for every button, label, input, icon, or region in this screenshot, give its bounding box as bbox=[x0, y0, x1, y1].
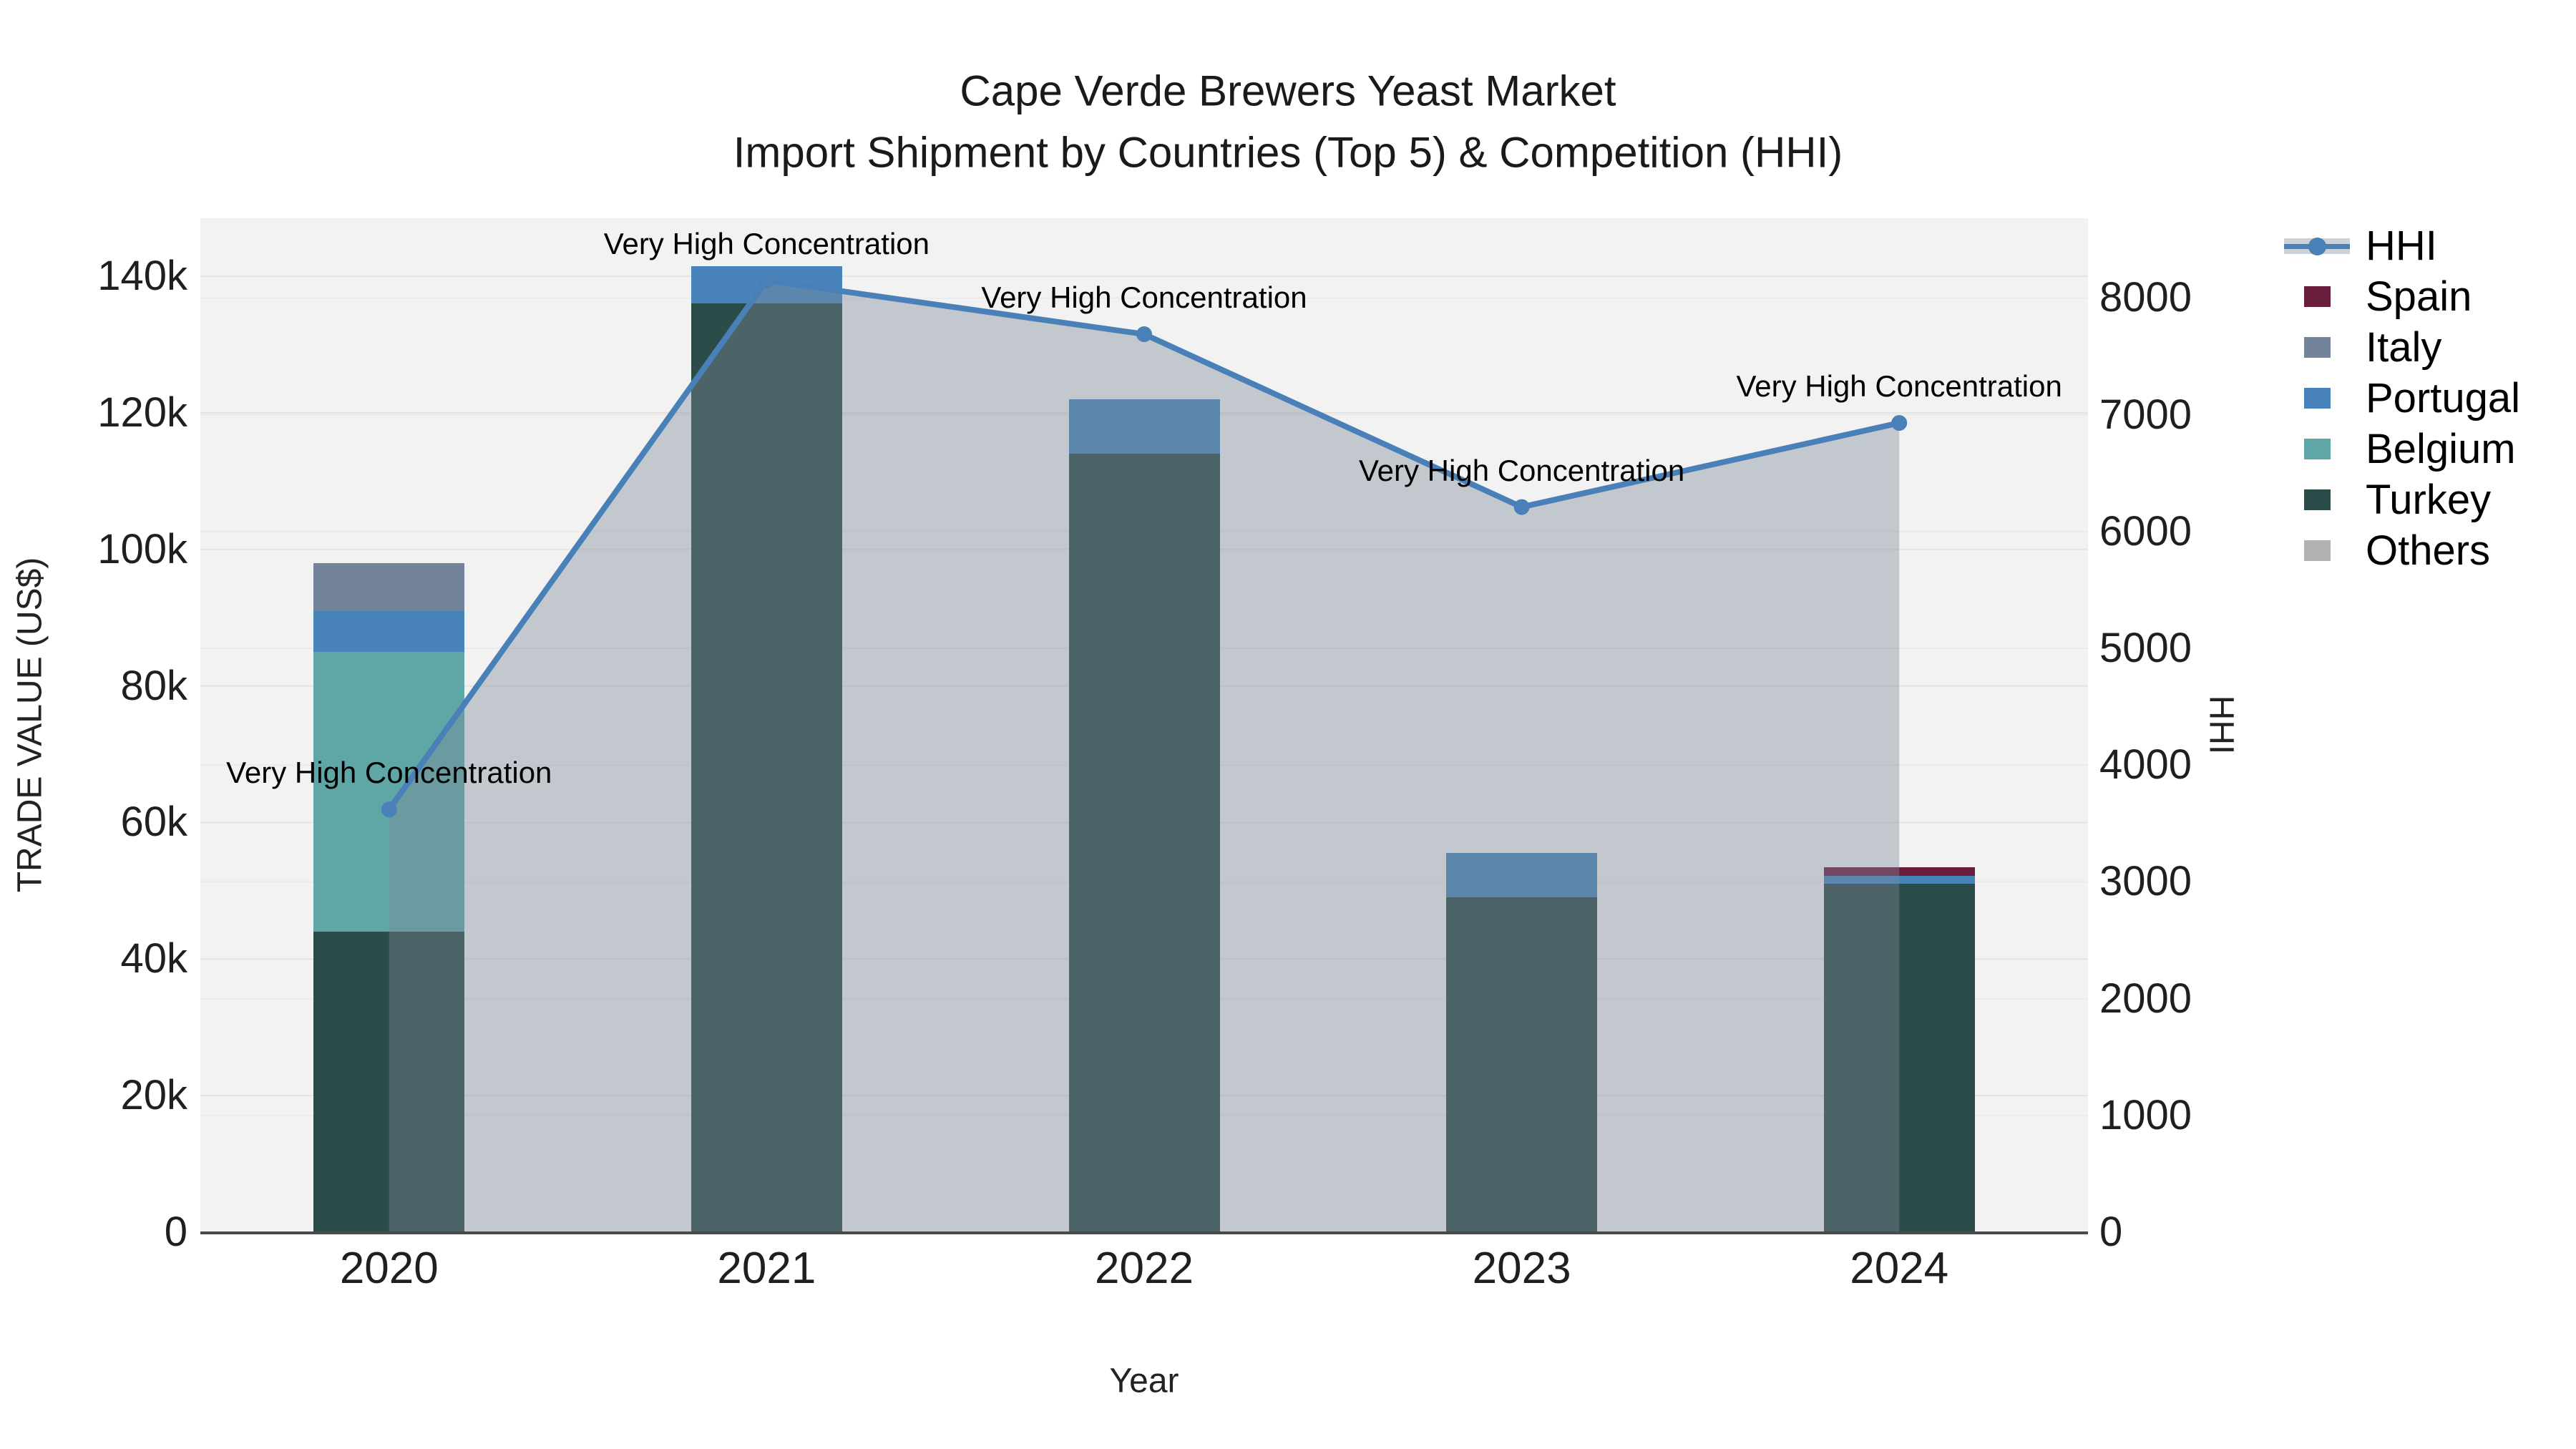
hhi-line-sample-icon bbox=[2284, 232, 2350, 260]
others-swatch-icon bbox=[2303, 540, 2331, 561]
legend-label: Others bbox=[2366, 527, 2491, 574]
bar-2021-portugal bbox=[691, 265, 842, 304]
legend: HHI Spain Italy Portugal Belgium Turkey … bbox=[2284, 220, 2570, 576]
x-tick-label: 2023 bbox=[1472, 1244, 1571, 1293]
x-tick-label: 2021 bbox=[717, 1244, 816, 1293]
legend-label: Spain bbox=[2366, 273, 2472, 320]
legend-label: Italy bbox=[2366, 324, 2442, 371]
bar-2020-portugal bbox=[313, 610, 465, 652]
y2-tick-label: 1000 bbox=[2099, 1091, 2192, 1138]
bar-2020-belgium bbox=[313, 651, 465, 932]
y2-axis-title: HHI bbox=[2202, 695, 2240, 755]
y-axis-title: TRADE VALUE (US$) bbox=[11, 557, 49, 893]
y-tick-label: 120k bbox=[97, 389, 187, 436]
belgium-swatch-icon bbox=[2303, 439, 2331, 459]
legend-item-turkey: Turkey bbox=[2284, 474, 2570, 525]
y-tick-label: 0 bbox=[164, 1209, 187, 1255]
turkey-swatch-icon bbox=[2303, 489, 2331, 510]
y2-tick-label: 0 bbox=[2099, 1209, 2123, 1255]
legend-label: HHI bbox=[2366, 223, 2437, 269]
annotation-2020: Very High Concentration bbox=[226, 756, 552, 790]
annotation-2023: Very High Concentration bbox=[1358, 453, 1685, 487]
legend-label: Belgium bbox=[2366, 426, 2516, 472]
bar-2021-turkey bbox=[691, 303, 842, 1232]
bar-2022-turkey bbox=[1068, 454, 1220, 1232]
y2-tick-label: 7000 bbox=[2099, 391, 2192, 438]
annotation-2021: Very High Concentration bbox=[603, 226, 930, 260]
bar-2024-turkey bbox=[1823, 884, 1975, 1232]
chart-title-line1: Cape Verde Brewers Yeast Market bbox=[960, 67, 1616, 115]
spain-swatch-icon bbox=[2303, 286, 2331, 307]
x-tick-label: 2020 bbox=[339, 1244, 439, 1293]
legend-item-italy: Italy bbox=[2284, 322, 2570, 373]
y2-tick-label: 6000 bbox=[2099, 507, 2192, 555]
y2-tick-label: 8000 bbox=[2099, 274, 2192, 321]
y-tick-label: 80k bbox=[120, 662, 187, 709]
x-axis-title: Year bbox=[1109, 1362, 1179, 1400]
portugal-swatch-icon bbox=[2303, 388, 2331, 409]
y-tick-label: 40k bbox=[120, 935, 187, 982]
bar-2023-portugal bbox=[1446, 853, 1598, 898]
bar-2022-portugal bbox=[1068, 399, 1220, 454]
y-tick-label: 140k bbox=[97, 253, 187, 300]
x-tick-label: 2024 bbox=[1850, 1244, 1949, 1293]
y-tick-label: 20k bbox=[120, 1072, 187, 1119]
bar-2020-turkey bbox=[313, 932, 465, 1232]
chart-title-line2: Import Shipment by Countries (Top 5) & C… bbox=[733, 128, 1843, 177]
legend-item-others: Others bbox=[2284, 525, 2570, 576]
bar-2023-turkey bbox=[1446, 897, 1598, 1232]
legend-item-belgium: Belgium bbox=[2284, 424, 2570, 474]
bar-2024-spain bbox=[1823, 867, 1975, 876]
y2-tick-label: 2000 bbox=[2099, 975, 2192, 1022]
y2-tick-label: 4000 bbox=[2099, 741, 2192, 789]
legend-item-hhi: HHI bbox=[2284, 220, 2570, 271]
italy-swatch-icon bbox=[2303, 337, 2331, 358]
legend-label: Portugal bbox=[2366, 375, 2521, 421]
x-axis-line bbox=[200, 1231, 2088, 1234]
y-tick-label: 60k bbox=[120, 799, 187, 846]
x-tick-label: 2022 bbox=[1095, 1244, 1194, 1293]
bar-2024-portugal bbox=[1823, 875, 1975, 884]
annotation-2024: Very High Concentration bbox=[1736, 369, 2062, 404]
y-tick-label: 100k bbox=[97, 525, 187, 572]
legend-label: Turkey bbox=[2366, 477, 2492, 523]
legend-item-spain: Spain bbox=[2284, 271, 2570, 322]
legend-item-portugal: Portugal bbox=[2284, 373, 2570, 424]
y2-tick-label: 5000 bbox=[2099, 625, 2192, 672]
bar-2020-italy bbox=[313, 562, 465, 611]
annotation-2022: Very High Concentration bbox=[981, 280, 1307, 315]
y2-tick-label: 3000 bbox=[2099, 858, 2192, 905]
